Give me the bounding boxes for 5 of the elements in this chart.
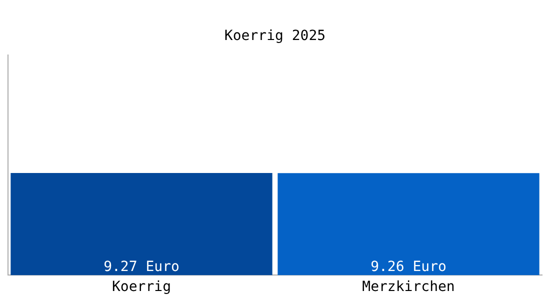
data-label: 9.27 Euro xyxy=(104,258,180,275)
chart-title: Koerrig 2025 xyxy=(224,28,326,44)
x-tick-label: Koerrig xyxy=(112,279,172,296)
data-label: 9.26 Euro xyxy=(370,258,446,275)
x-tick-label: Merzkirchen xyxy=(362,279,455,296)
